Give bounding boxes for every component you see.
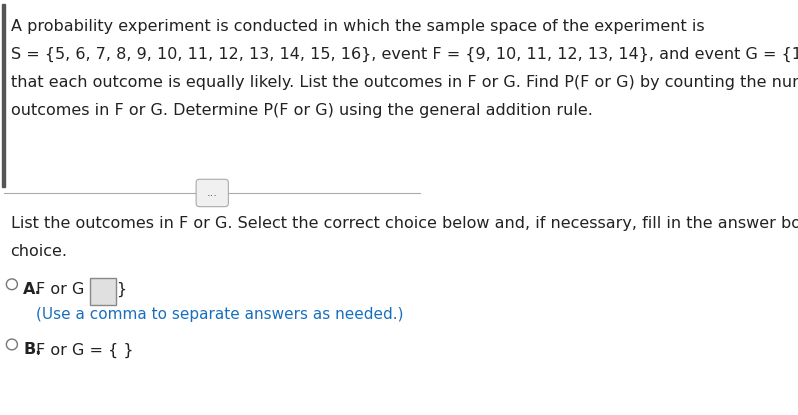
Text: ...: ... (207, 188, 218, 198)
FancyBboxPatch shape (196, 179, 228, 207)
Text: A probability experiment is conducted in which the sample space of the experimen: A probability experiment is conducted in… (10, 19, 705, 34)
FancyBboxPatch shape (90, 278, 116, 305)
Text: F or G = { }: F or G = { } (36, 342, 133, 358)
Text: outcomes in F or G. Determine P(F or G) using the general addition rule.: outcomes in F or G. Determine P(F or G) … (10, 103, 592, 118)
Bar (2, 4, 5, 187)
Text: A.: A. (23, 282, 42, 297)
Text: (Use a comma to separate answers as needed.): (Use a comma to separate answers as need… (36, 307, 404, 322)
Text: B.: B. (23, 342, 41, 357)
Text: List the outcomes in F or G. Select the correct choice below and, if necessary, : List the outcomes in F or G. Select the … (10, 216, 798, 231)
Text: that each outcome is equally likely. List the outcomes in F or G. Find P(F or G): that each outcome is equally likely. Lis… (10, 75, 798, 90)
Text: F or G = {: F or G = { (36, 282, 118, 298)
Text: }: } (117, 282, 126, 298)
Text: S = {5, 6, 7, 8, 9, 10, 11, 12, 13, 14, 15, 16}, event F = {9, 10, 11, 12, 13, 1: S = {5, 6, 7, 8, 9, 10, 11, 12, 13, 14, … (10, 47, 798, 62)
Text: choice.: choice. (10, 244, 68, 259)
